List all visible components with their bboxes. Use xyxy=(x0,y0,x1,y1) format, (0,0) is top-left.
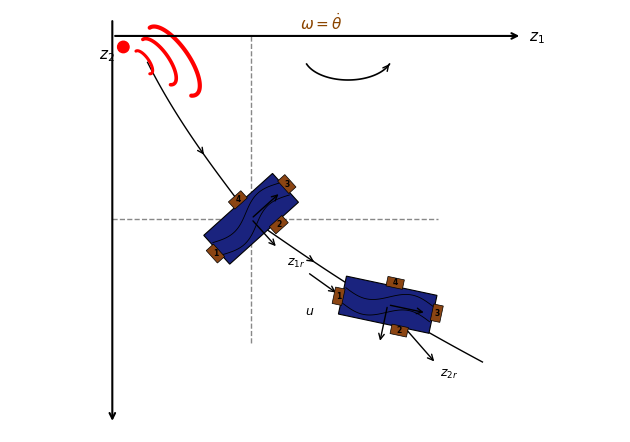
Text: 3: 3 xyxy=(284,179,289,189)
Polygon shape xyxy=(229,191,248,209)
Polygon shape xyxy=(270,216,289,234)
Text: $\omega = \dot{\theta}$: $\omega = \dot{\theta}$ xyxy=(301,11,343,33)
Polygon shape xyxy=(430,304,444,322)
Text: $z_2$: $z_2$ xyxy=(99,48,115,64)
Polygon shape xyxy=(206,244,225,263)
Text: 2: 2 xyxy=(397,326,402,335)
Polygon shape xyxy=(203,173,299,264)
Text: $z_1$: $z_1$ xyxy=(529,30,544,46)
Polygon shape xyxy=(338,276,437,333)
Polygon shape xyxy=(332,287,345,305)
Polygon shape xyxy=(390,324,408,337)
Text: $z_{2r}$: $z_{2r}$ xyxy=(440,368,459,381)
Text: 1: 1 xyxy=(336,292,341,301)
Text: 2: 2 xyxy=(276,220,282,229)
Text: 1: 1 xyxy=(213,249,218,258)
Polygon shape xyxy=(278,175,296,194)
Text: 4: 4 xyxy=(392,278,398,287)
Circle shape xyxy=(118,41,129,53)
Text: $z_{1r}$: $z_{1r}$ xyxy=(287,257,305,270)
Text: 4: 4 xyxy=(235,195,241,204)
Polygon shape xyxy=(386,276,404,290)
Text: 3: 3 xyxy=(434,309,440,318)
Text: $u$: $u$ xyxy=(304,305,314,318)
